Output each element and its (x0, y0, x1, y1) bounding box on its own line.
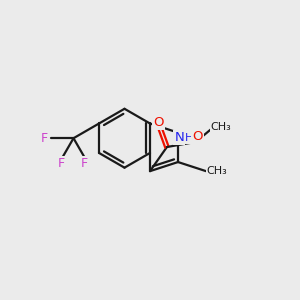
Text: O: O (153, 116, 164, 129)
Text: F: F (58, 157, 65, 170)
Text: O: O (192, 130, 202, 143)
Text: N: N (174, 131, 184, 144)
Text: H: H (185, 133, 194, 143)
Text: F: F (40, 132, 48, 145)
Text: CH₃: CH₃ (211, 122, 231, 132)
Text: F: F (81, 157, 88, 170)
Text: CH₃: CH₃ (207, 166, 228, 176)
